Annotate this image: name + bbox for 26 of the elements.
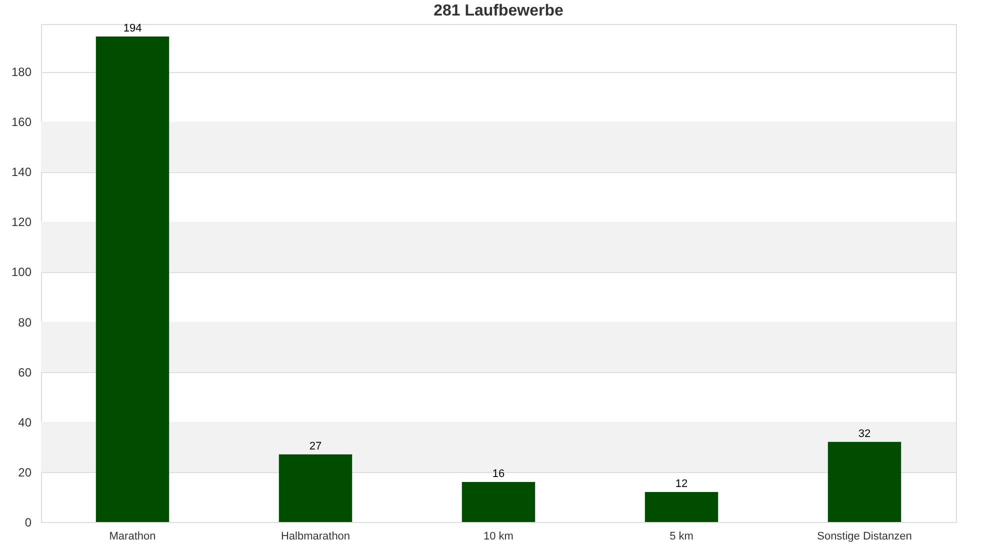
y-tick-label: 80 [18, 315, 32, 330]
y-tick-label: 160 [11, 115, 32, 130]
chart-title: 281 Laufbewerbe [434, 2, 564, 20]
x-tick-label: Sonstige Distanzen [817, 530, 912, 542]
x-tick-label: 5 km [670, 530, 694, 542]
data-label: 16 [492, 468, 505, 480]
y-tick-label: 120 [11, 215, 32, 230]
bar [96, 36, 170, 522]
y-tick-label: 140 [11, 165, 32, 180]
data-label: 32 [858, 428, 871, 440]
bar [644, 492, 718, 522]
y-tick-label: 0 [24, 516, 32, 530]
y-tick-label: 60 [18, 365, 32, 380]
bar [828, 442, 902, 522]
x-tick-label: Halbmarathon [280, 530, 350, 542]
y-tick-label: 40 [18, 415, 32, 430]
data-label: 27 [309, 440, 322, 452]
bar [462, 482, 536, 522]
x-tick-label: 10 km [484, 530, 514, 542]
x-tick-label: Marathon [109, 530, 156, 542]
y-tick-label: 20 [18, 465, 32, 480]
y-tick-label: 180 [11, 65, 32, 80]
bar [278, 454, 352, 522]
data-label: 194 [123, 22, 142, 35]
data-label: 12 [675, 478, 688, 490]
y-tick-label: 100 [11, 265, 32, 280]
